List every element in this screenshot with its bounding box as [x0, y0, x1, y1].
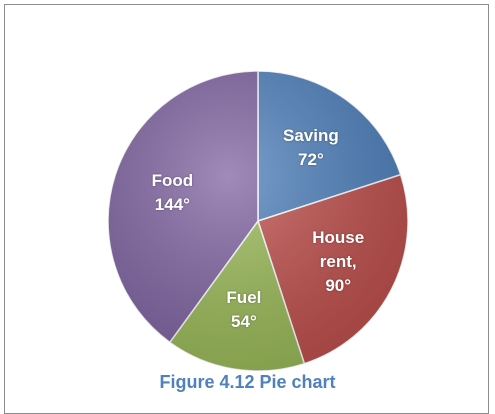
value-label: 54°	[231, 311, 257, 331]
caption: Figure 4.12 Pie chart	[159, 372, 336, 392]
slice-label: Fuel 54°	[212, 286, 276, 334]
slice-label: House rent, 90°	[306, 226, 370, 298]
slice-label: Saving 72°	[279, 124, 343, 172]
value-label: 144°	[154, 195, 190, 215]
category-label: House rent,	[312, 227, 365, 271]
slice-label: Food 144°	[140, 169, 204, 217]
category-label: Saving	[283, 126, 339, 146]
category-label: Fuel	[226, 287, 262, 307]
value-label: 90°	[325, 275, 352, 295]
category-label: Food	[151, 171, 194, 191]
value-label: 72°	[298, 150, 324, 170]
